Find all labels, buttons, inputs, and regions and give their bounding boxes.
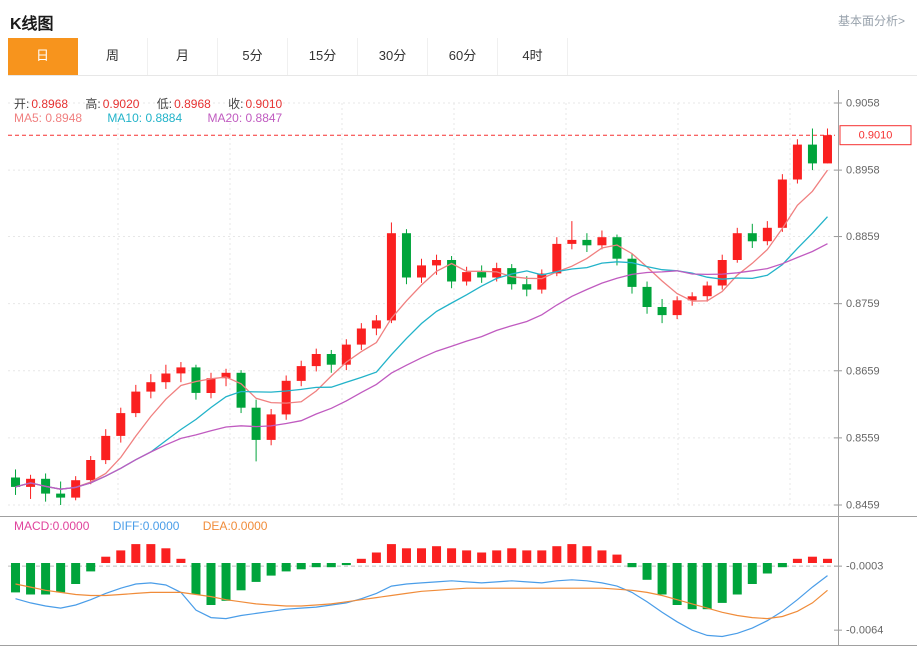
svg-text:0.8759: 0.8759 (846, 298, 880, 310)
ma-legend: MA5: 0.8948 MA10: 0.8884 MA20: 0.8847 (14, 111, 304, 125)
candles (11, 128, 832, 505)
dea-value: 0.0000 (230, 519, 268, 533)
svg-text:0.8859: 0.8859 (846, 231, 880, 243)
page-header: K线图 基本面分析> (0, 0, 917, 34)
svg-text:0.8659: 0.8659 (846, 365, 880, 377)
low-value: 0.8968 (174, 97, 211, 111)
ohlc-legend: 开: 0.8968 高: 0.9020 低: 0.8968 收: 0.9010 (14, 95, 296, 112)
macd-value: 0.0000 (52, 519, 90, 533)
kline-chart-canvas: 0.9058 0.8958 0.8859 0.8759 0.8659 0.8559 0.84… (0, 90, 917, 646)
close-label: 收: (228, 97, 244, 111)
svg-text:-0.0003: -0.0003 (846, 561, 883, 573)
high-value: 0.9020 (102, 97, 140, 111)
svg-text:0.9058: 0.9058 (846, 98, 880, 110)
tab-60min[interactable]: 60分 (428, 38, 498, 75)
low-label: 低: (156, 97, 173, 111)
open-value: 0.8968 (31, 97, 69, 111)
ma-lines (15, 169, 829, 490)
tab-month[interactable]: 月 (148, 38, 218, 75)
svg-text:0.8958: 0.8958 (846, 165, 880, 177)
diff-value: 0.0000 (142, 519, 180, 533)
chart-borders (0, 90, 917, 646)
tab-day[interactable]: 日 (8, 38, 78, 75)
tab-week[interactable]: 周 (78, 38, 148, 75)
ma5-value: 0.8948 (45, 111, 83, 125)
svg-text:0.8459: 0.8459 (846, 500, 880, 512)
price-grid (8, 102, 835, 506)
page-title: K线图 (10, 16, 54, 33)
diff-label: DIFF: (112, 519, 143, 533)
close-value: 0.9010 (245, 97, 283, 111)
macd-label: MACD: (14, 519, 53, 533)
svg-text:0.9010: 0.9010 (859, 130, 893, 142)
tab-15min[interactable]: 15分 (288, 38, 358, 75)
macd-axis-labels: -0.0003 -0.0064 (834, 561, 883, 637)
ma10-value: 0.8884 (145, 111, 183, 125)
timeframe-tabs: 日 周 月 5分 15分 30分 60分 4时 (8, 38, 917, 76)
macd-pane (8, 544, 835, 638)
kline-chart: 0.9058 0.8958 0.8859 0.8759 0.8659 0.8559 0.84… (0, 90, 917, 649)
macd-legend: MACD:0.0000 DIFF:0.0000 DEA:0.0000 (14, 519, 287, 533)
tab-4hour[interactable]: 4时 (498, 38, 568, 75)
svg-text:0.8559: 0.8559 (846, 432, 880, 444)
high-label: 高: (85, 97, 101, 111)
dea-label: DEA: (202, 519, 231, 533)
open-label: 开: (14, 97, 30, 111)
price-axis-labels: 0.9058 0.8958 0.8859 0.8759 0.8659 0.8559 0.84… (834, 98, 880, 512)
fundamental-analysis-link[interactable]: 基本面分析> (837, 14, 905, 28)
ma20-label: MA20: (207, 111, 243, 125)
last-price-tag: 0.9010 (839, 125, 912, 146)
tab-5min[interactable]: 5分 (218, 38, 288, 75)
ma5-label: MA5: (14, 111, 43, 125)
ma20-value: 0.8847 (245, 111, 283, 125)
svg-text:-0.0064: -0.0064 (846, 625, 883, 637)
tab-30min[interactable]: 30分 (358, 38, 428, 75)
ma10-label: MA10: (107, 111, 143, 125)
